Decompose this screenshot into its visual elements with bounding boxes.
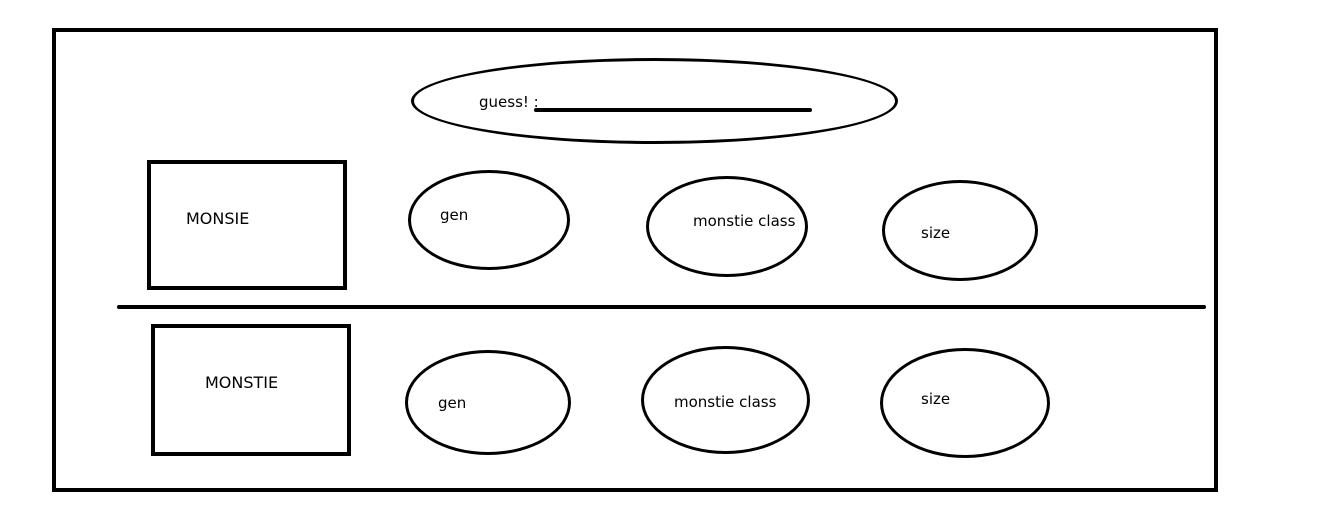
monster-name-1: MONSIE bbox=[186, 209, 250, 228]
gen-oval-2 bbox=[405, 350, 571, 455]
class-oval-2 bbox=[641, 346, 810, 454]
size-label-2: size bbox=[921, 390, 951, 408]
monster-box-2 bbox=[151, 324, 351, 456]
size-label-1: size bbox=[921, 224, 951, 242]
guess-oval bbox=[411, 58, 898, 144]
class-oval-1 bbox=[646, 176, 808, 277]
class-label-2: monstie class bbox=[674, 393, 777, 411]
gen-oval-1 bbox=[408, 170, 570, 270]
size-oval-2 bbox=[880, 348, 1050, 458]
gen-label-2: gen bbox=[438, 394, 467, 412]
monster-box-1 bbox=[147, 160, 347, 290]
outer-frame bbox=[52, 28, 1218, 492]
size-oval-1 bbox=[882, 180, 1038, 281]
guess-label: guess! : bbox=[479, 93, 539, 111]
row-divider bbox=[117, 305, 1206, 309]
guess-input[interactable] bbox=[534, 108, 812, 112]
gen-label-1: gen bbox=[440, 206, 469, 224]
class-label-1: monstie class bbox=[693, 212, 796, 230]
monster-name-2: MONSTIE bbox=[205, 373, 279, 392]
